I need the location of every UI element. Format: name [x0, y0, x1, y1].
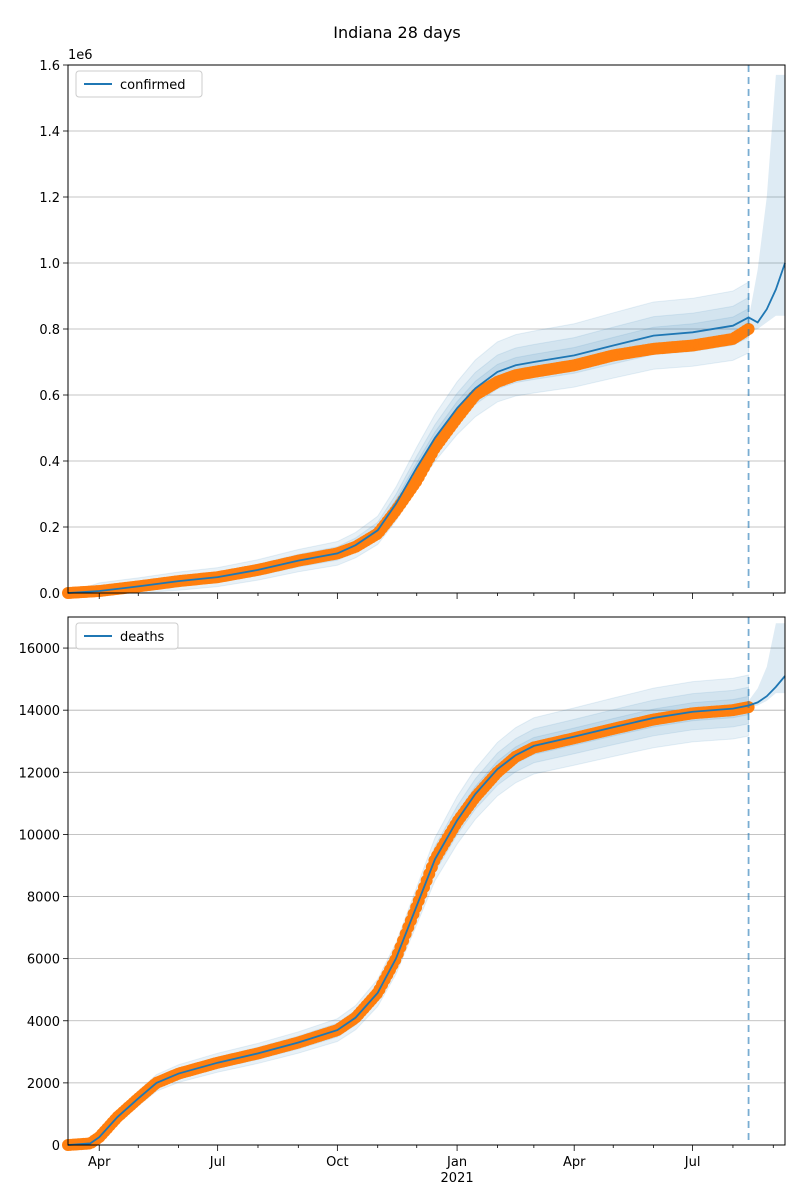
y-tick-label: 0.0: [39, 587, 60, 602]
y-tick-label: 12000: [19, 766, 60, 781]
y-tick-label: 1.6: [39, 59, 60, 74]
y-tick-label: 10000: [19, 828, 60, 843]
axes-frame: [67, 64, 786, 594]
x-tick-label: Apr: [88, 1155, 111, 1170]
y-tick-label: 1.2: [39, 191, 60, 206]
axes-frame: [67, 616, 786, 1146]
y-tick-label: 8000: [27, 891, 60, 906]
y-tick-label: 0.4: [39, 455, 60, 470]
x-tick-label: Jul: [209, 1155, 226, 1170]
x-tick-label: Apr: [563, 1155, 586, 1170]
legend: deaths: [75, 622, 179, 650]
deaths-panel: 0 2000 4000 6000 8000 10000 12000 14000 16000 Apr…: [19, 616, 786, 1186]
y-tick-label: 2000: [27, 1077, 60, 1092]
y-tick-label: 0.6: [39, 389, 60, 404]
confirmed-panel: 0.0 0.2 0.4 0.6 0.8 1.0 1.2 1.4 1.6 1e6 confirmed: [39, 48, 786, 602]
legend-label: deaths: [120, 630, 165, 645]
legend: confirmed: [75, 70, 203, 98]
fit-line: [67, 675, 786, 1146]
legend-box: [75, 622, 179, 650]
forecast-band: [748, 623, 785, 708]
fit-line: [67, 262, 786, 594]
y-tick-label: 0: [52, 1139, 60, 1154]
y-tick-label: 6000: [27, 953, 60, 968]
y-tick-label: 14000: [19, 704, 60, 719]
y-tick-label: 0.2: [39, 521, 60, 536]
y-tick-label: 1.0: [39, 257, 60, 272]
y-tick-label: 1.4: [39, 125, 60, 140]
x-tick-label: Jan: [446, 1155, 467, 1170]
legend-box: [75, 70, 203, 98]
y-tick-label: 16000: [19, 642, 60, 657]
y-tick-label: 0.8: [39, 323, 60, 338]
x-tick-label: Jul: [684, 1155, 701, 1170]
y-tick-label: 4000: [27, 1015, 60, 1030]
x-tick-label: Oct: [326, 1155, 348, 1170]
x-year-label: 2021: [441, 1171, 474, 1186]
legend-label: confirmed: [120, 78, 186, 93]
y-offset-label: 1e6: [68, 48, 93, 63]
figure-title: Indiana 28 days: [333, 23, 461, 42]
forecast-band: [748, 74, 785, 333]
